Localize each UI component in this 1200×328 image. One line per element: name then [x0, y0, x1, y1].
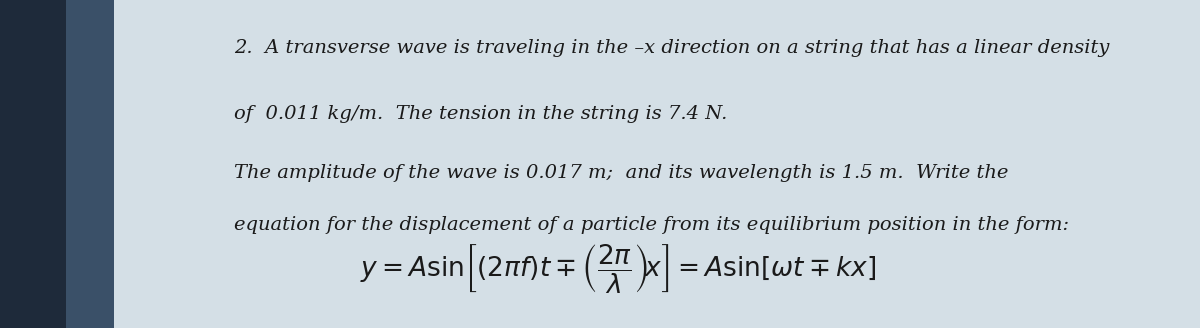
Text: of  0.011 kg/m.  The tension in the string is 7.4 N.: of 0.011 kg/m. The tension in the string…: [234, 105, 727, 123]
Text: equation for the displacement of a particle from its equilibrium position in the: equation for the displacement of a parti…: [234, 216, 1069, 235]
Text: The amplitude of the wave is 0.017 m;  and its wavelength is 1.5 m.  Write the: The amplitude of the wave is 0.017 m; an…: [234, 164, 1008, 182]
Bar: [0, 0, 66, 328]
Bar: [66, 0, 114, 328]
Text: 2.  A transverse wave is traveling in the –x direction on a string that has a li: 2. A transverse wave is traveling in the…: [234, 39, 1109, 57]
Text: $y = A\sin\!\left[(2\pi f)t \mp \left(\dfrac{2\pi}{\lambda}\right)\!x\right] = A: $y = A\sin\!\left[(2\pi f)t \mp \left(\d…: [360, 242, 876, 295]
